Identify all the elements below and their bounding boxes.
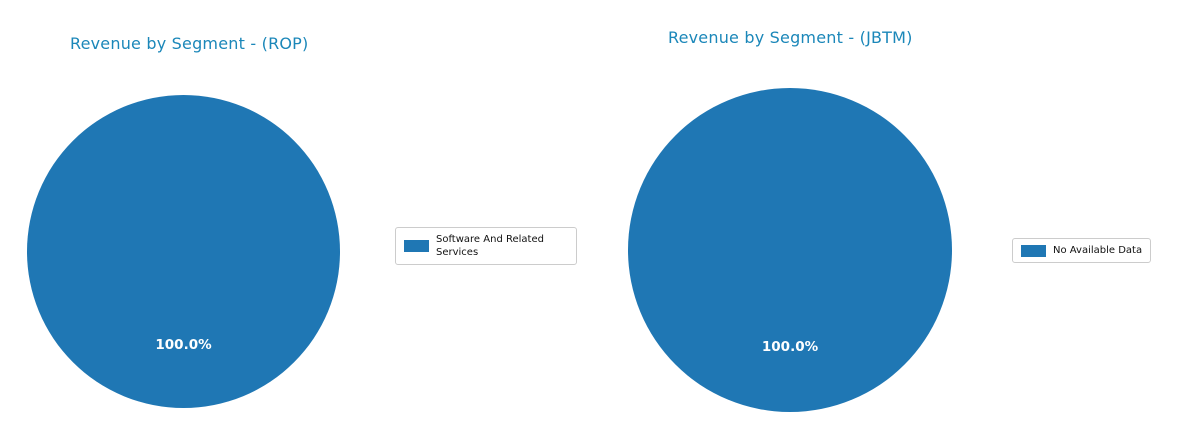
legend-label-jbtm: No Available Data: [1053, 245, 1143, 256]
chart-title-rop: Revenue by Segment - (ROP): [70, 34, 309, 53]
legend-swatch-jbtm: [1021, 244, 1046, 257]
pie-chart-rop: 100.0%: [27, 95, 340, 408]
pie-percent-label-jbtm: 100.0%: [761, 339, 819, 356]
chart-panel-jbtm: Revenue by Segment - (JBTM) 100.0% No Av…: [600, 0, 1200, 440]
chart-title-jbtm: Revenue by Segment - (JBTM): [668, 28, 913, 47]
pie-chart-jbtm: 100.0%: [628, 88, 952, 412]
legend-label-rop: Software And Related Services: [436, 234, 544, 258]
chart-panel-rop: Revenue by Segment - (ROP) 100.0% Softwa…: [27, 34, 577, 408]
legend-jbtm: No Available Data: [1012, 238, 1152, 263]
pie-percent-label-rop: 100.0%: [155, 337, 212, 354]
legend-rop: Software And Related Services: [395, 227, 577, 265]
legend-swatch-rop: [404, 240, 429, 252]
